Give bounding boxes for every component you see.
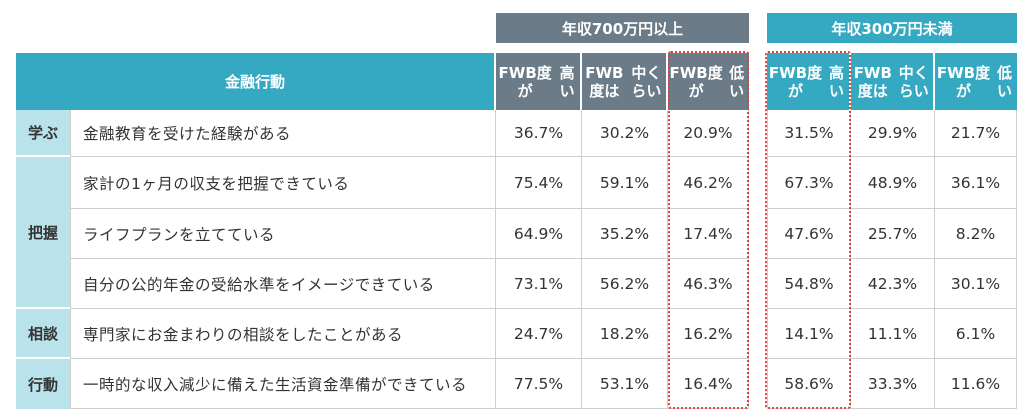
table-cell: 75.4% xyxy=(496,157,582,209)
table-cell: 18.2% xyxy=(582,309,668,359)
table-row-label: 金融教育を受けた経験がある xyxy=(70,110,496,157)
group-header-low-income: 年収300万円未満 xyxy=(767,13,1017,43)
table-cell: 73.1% xyxy=(496,259,582,309)
category-consult: 相談 xyxy=(16,309,70,359)
table-cell: 56.2% xyxy=(582,259,668,309)
table-cell: 53.1% xyxy=(582,359,668,409)
header-line: FWB度が xyxy=(669,63,723,100)
header-line: FWB度が xyxy=(936,63,991,100)
table-cell: 42.3% xyxy=(851,259,935,309)
category-action: 行動 xyxy=(16,359,70,409)
header-line: 中くらい xyxy=(631,63,662,100)
table-cell: 21.7% xyxy=(935,110,1017,157)
table-cell: 11.1% xyxy=(851,309,935,359)
table-cell: 30.2% xyxy=(582,110,668,157)
header-low-income-fwb-mid: FWB度は 中くらい xyxy=(851,53,933,110)
header-line: 高い xyxy=(559,63,575,100)
table-cell: 59.1% xyxy=(582,157,668,209)
table-cell: 77.5% xyxy=(496,359,582,409)
header-high-income-fwb-low: FWB度が 低い xyxy=(668,53,749,110)
table-cell: 64.9% xyxy=(496,209,582,259)
highlight-frame-high-income-low-fwb xyxy=(668,51,749,409)
table-cell: 36.7% xyxy=(496,110,582,157)
table-cell: 48.9% xyxy=(851,157,935,209)
highlight-frame-low-income-high-fwb xyxy=(765,51,851,409)
header-line: 低い xyxy=(996,63,1012,100)
table-cell: 33.3% xyxy=(851,359,935,409)
table-row-label: ライフプランを立てている xyxy=(70,209,496,259)
table-cell: 36.1% xyxy=(935,157,1017,209)
table-cell: 29.9% xyxy=(851,110,935,157)
header-line: FWB度が xyxy=(498,63,552,100)
header-low-income-fwb-low: FWB度が 低い xyxy=(935,53,1017,110)
category-learn: 学ぶ xyxy=(16,110,70,157)
header-high-income-fwb-high: FWB度が 高い xyxy=(496,53,580,110)
table-cell: 35.2% xyxy=(582,209,668,259)
header-line: FWB度は xyxy=(585,63,624,100)
group-header-high-income: 年収700万円以上 xyxy=(496,13,749,43)
table-row-label: 専門家にお金まわりの相談をしたことがある xyxy=(70,309,496,359)
table-row-label: 家計の1ヶ月の収支を把握できている xyxy=(70,157,496,209)
table-cell: 30.1% xyxy=(935,259,1017,309)
header-line: FWB度は xyxy=(853,63,892,100)
header-line: 中くらい xyxy=(898,63,929,100)
table-cell: 6.1% xyxy=(935,309,1017,359)
header-line: 高い xyxy=(828,63,844,100)
table-cell: 11.6% xyxy=(935,359,1017,409)
header-financial-behavior: 金融行動 xyxy=(16,53,494,110)
table-cell: 24.7% xyxy=(496,309,582,359)
header-low-income-fwb-high: FWB度が 高い xyxy=(767,53,849,110)
header-line: FWB度が xyxy=(768,63,823,100)
table-row-label: 一時的な収入減少に備えた生活資金準備ができている xyxy=(70,359,496,409)
header-high-income-fwb-mid: FWB度は 中くらい xyxy=(582,53,666,110)
table-cell: 25.7% xyxy=(851,209,935,259)
table-row-label: 自分の公的年金の受給水準をイメージできている xyxy=(70,259,496,309)
category-understand: 把握 xyxy=(16,157,70,309)
header-line: 低い xyxy=(729,63,745,100)
table-cell: 8.2% xyxy=(935,209,1017,259)
